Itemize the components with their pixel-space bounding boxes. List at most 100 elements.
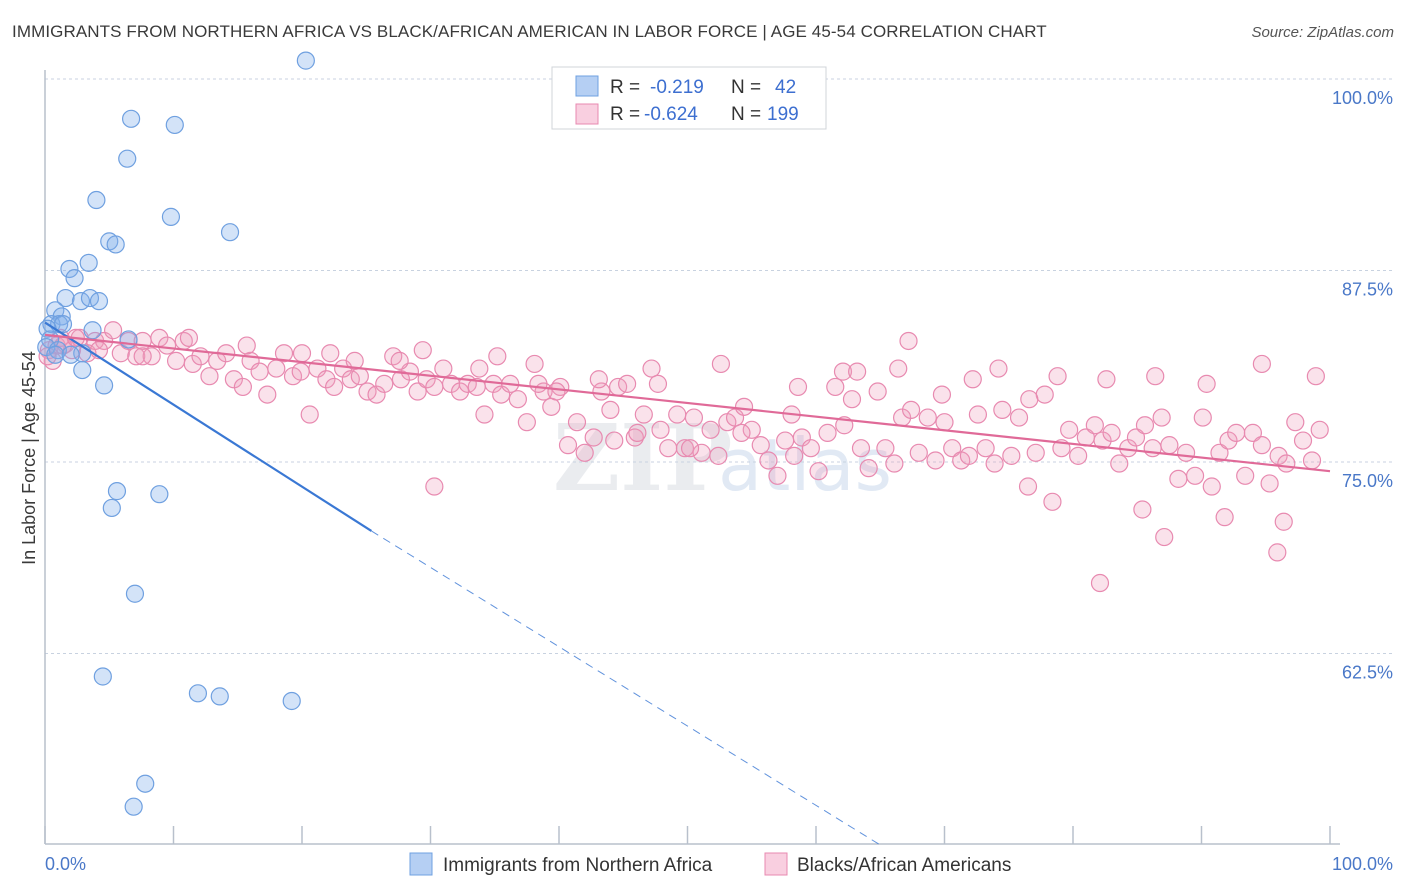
pink-point-136	[1152, 408, 1171, 427]
pink-point-102	[868, 382, 887, 401]
pink-point-121	[1026, 443, 1045, 462]
blue-point-35	[125, 584, 145, 603]
pink-point-37	[325, 377, 344, 397]
pink-point-196	[1215, 508, 1234, 527]
pink-point-79	[675, 439, 695, 458]
legend-r-value-2: -0.624	[644, 104, 698, 125]
pink-point-49	[425, 377, 444, 397]
legend-n-label-2: N =	[731, 104, 761, 125]
pink-point-173	[833, 362, 853, 381]
bottom-legend-label-blue: Immigrants from Northern Africa	[443, 855, 713, 876]
pink-point-152	[1286, 413, 1305, 432]
pink-point-76	[651, 420, 670, 439]
pink-point-123	[1043, 492, 1062, 511]
pink-point-180	[1197, 374, 1216, 393]
blue-point-29	[61, 345, 80, 364]
blue-point-34	[102, 498, 121, 518]
pink-point-104	[885, 454, 904, 473]
pink-point-103	[876, 439, 895, 458]
pink-point-63	[542, 397, 561, 416]
blue-point-41	[124, 797, 143, 816]
pink-point-72	[618, 374, 637, 393]
pink-point-162	[237, 336, 256, 355]
blue-point-0	[296, 51, 315, 70]
pink-point-89	[759, 451, 778, 470]
blue-point-1	[121, 109, 141, 128]
pink-point-135	[1143, 439, 1162, 458]
pink-point-197	[1268, 543, 1287, 562]
pink-point-10	[104, 321, 123, 340]
pink-point-97	[826, 377, 845, 397]
x-tick-label-max: 100.0%	[1332, 854, 1393, 874]
pink-point-191	[529, 374, 548, 393]
pink-point-66	[567, 413, 587, 432]
pink-point-74	[634, 405, 653, 424]
pink-point-59	[508, 390, 527, 409]
pink-point-190	[589, 370, 608, 389]
pink-point-28	[250, 362, 269, 381]
pink-point-96	[818, 423, 837, 442]
bottom-legend-label-pink: Blacks/African Americans	[797, 855, 1011, 876]
pink-point-13	[127, 347, 146, 366]
pink-point-199	[1133, 500, 1152, 519]
pink-point-181	[1252, 354, 1271, 374]
y-tick-label-0: 100.0%	[1332, 88, 1393, 108]
series-immigrants-northern-africa	[37, 51, 315, 816]
pink-point-187	[788, 377, 808, 397]
pink-point-146	[1236, 466, 1255, 485]
bottom-legend: Immigrants from Northern Africa Blacks/A…	[409, 852, 1011, 876]
chart-title: IMMIGRANTS FROM NORTHERN AFRICA VS BLACK…	[12, 22, 1047, 41]
pink-point-55	[475, 405, 494, 424]
pink-point-147	[1243, 423, 1263, 442]
pink-point-149	[1260, 474, 1279, 493]
blue-point-9	[79, 253, 98, 272]
blue-point-4	[87, 190, 106, 210]
pink-point-40	[350, 367, 369, 386]
pink-point-183	[1020, 390, 1039, 409]
pink-point-142	[1202, 477, 1221, 496]
blue-point-22	[83, 321, 102, 340]
blue-point-10	[60, 259, 79, 279]
pink-point-171	[732, 423, 751, 442]
pink-point-128	[1085, 416, 1104, 435]
legend-n-value-1: 42	[775, 77, 796, 98]
legend-n-value-2: 199	[767, 104, 799, 125]
pink-point-50	[434, 359, 453, 378]
bottom-legend-swatch-blue	[409, 852, 433, 876]
pink-point-108	[918, 408, 937, 427]
pink-point-144	[1219, 431, 1238, 450]
pink-point-60	[517, 413, 536, 432]
pink-point-109	[926, 451, 945, 470]
x-tick-label-min: 0.0%	[45, 854, 86, 874]
y-axis-label: In Labor Force | Age 45-54	[19, 351, 39, 565]
pink-point-194	[321, 344, 340, 363]
pink-point-168	[605, 431, 624, 450]
legend-box: R = -0.219 N = 42 R = -0.624 N = 199	[551, 66, 827, 130]
blue-point-38	[210, 687, 229, 706]
pink-point-143	[1210, 443, 1229, 462]
y-tick-labels: 100.0% 87.5% 75.0% 62.5%	[1332, 88, 1393, 683]
pink-point-43	[375, 374, 394, 393]
blue-point-37	[188, 684, 208, 703]
pink-point-61	[525, 354, 544, 374]
pink-point-68	[584, 428, 603, 447]
pink-point-52	[450, 382, 470, 401]
pink-point-193	[390, 351, 409, 370]
pink-point-67	[575, 443, 594, 462]
pink-point-177	[1048, 367, 1067, 386]
blue-point-40	[136, 774, 155, 793]
blue-point-3	[118, 149, 137, 168]
pink-point-86	[734, 397, 754, 416]
pink-point-83	[709, 446, 728, 465]
pink-point-101	[859, 459, 878, 478]
pink-point-119	[1009, 408, 1029, 427]
pink-point-192	[470, 359, 489, 378]
pink-point-141	[1193, 408, 1212, 427]
blue-point-11	[65, 269, 84, 288]
pink-point-88	[751, 436, 770, 455]
pink-point-182	[1306, 367, 1325, 386]
pink-point-201	[425, 477, 444, 496]
pink-point-106	[901, 400, 921, 420]
y-tick-label-2: 75.0%	[1342, 471, 1393, 491]
